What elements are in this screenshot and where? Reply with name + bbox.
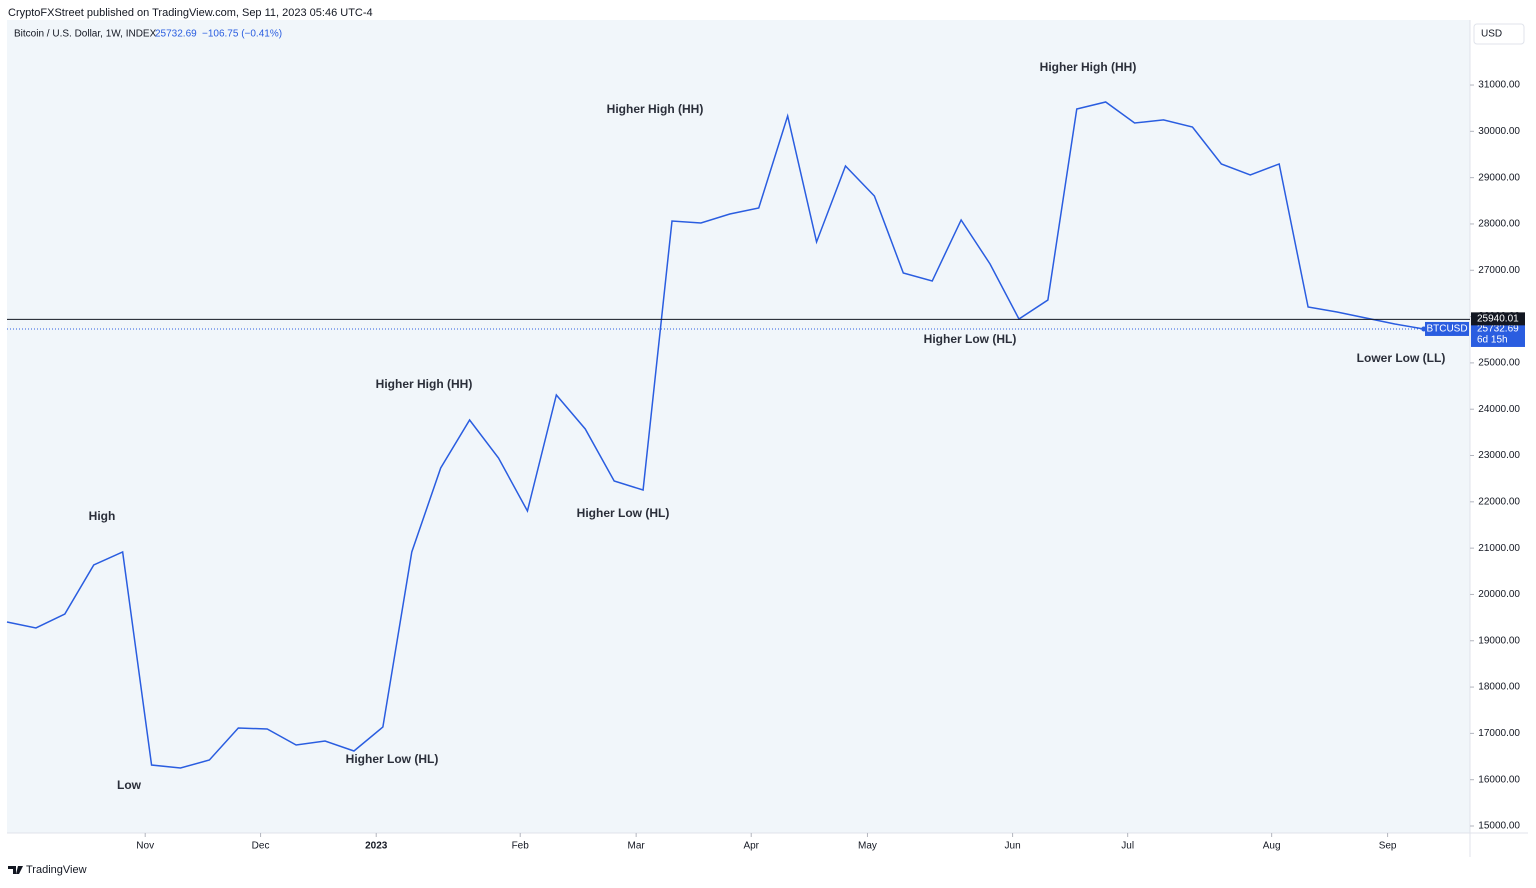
y-tick-label: 29000.00 xyxy=(1478,172,1520,183)
series-name: BTCUSD xyxy=(1426,324,1467,335)
level-label-box xyxy=(1471,312,1525,326)
y-tick-label: 19000.00 xyxy=(1478,635,1520,646)
x-tick-label: Jun xyxy=(1005,841,1021,852)
annotation: High xyxy=(89,509,116,523)
y-tick-label: 24000.00 xyxy=(1478,404,1520,415)
chart-title: Bitcoin / U.S. Dollar, 1W, INDEX xyxy=(14,29,157,40)
x-tick-label: Apr xyxy=(743,841,759,852)
y-tick-label: 21000.00 xyxy=(1478,543,1520,554)
price-label-box xyxy=(1471,321,1525,347)
x-tick-label: Nov xyxy=(136,841,154,852)
y-tick-label: 27000.00 xyxy=(1478,265,1520,276)
annotation: Higher Low (HL) xyxy=(346,752,439,766)
price-line xyxy=(6,101,1424,769)
y-tick-label: 31000.00 xyxy=(1478,80,1520,91)
annotation: Lower Low (LL) xyxy=(1357,351,1446,365)
x-tick-label: Dec xyxy=(252,841,270,852)
plot-background xyxy=(7,20,1470,833)
y-tick-label: 25000.00 xyxy=(1478,358,1520,369)
last-point xyxy=(1421,326,1427,332)
x-tick-label: Sep xyxy=(1379,841,1397,852)
last-price: 25732.69 xyxy=(155,29,197,40)
brand: TradingView xyxy=(26,864,87,876)
x-tick-label: Feb xyxy=(512,841,530,852)
currency-box[interactable] xyxy=(1473,23,1525,45)
y-tick-label: 16000.00 xyxy=(1478,774,1520,785)
logo-icon xyxy=(8,866,23,874)
annotation: Higher High (HH) xyxy=(1040,60,1137,74)
annotation: Higher High (HH) xyxy=(376,377,473,391)
x-tick-label: Aug xyxy=(1263,841,1281,852)
y-tick-label: 23000.00 xyxy=(1478,450,1520,461)
annotation: Higher High (HH) xyxy=(607,102,704,116)
change: −106.75 (−0.41%) xyxy=(202,29,282,40)
y-tick-label: 15000.00 xyxy=(1478,821,1520,832)
y-tick-label: 30000.00 xyxy=(1478,126,1520,137)
y-tick-label: 17000.00 xyxy=(1478,728,1520,739)
logo[interactable]: TradingView xyxy=(8,864,87,876)
y-tick-label: 22000.00 xyxy=(1478,496,1520,507)
currency: USD xyxy=(1481,29,1502,40)
countdown: 6d 15h xyxy=(1477,335,1508,346)
x-tick-label: May xyxy=(858,841,877,852)
publisher: CryptoFXStreet published on TradingView.… xyxy=(8,7,373,19)
series-name-box xyxy=(1425,321,1469,336)
x-tick-label: Mar xyxy=(628,841,646,852)
y-tick-label: 28000.00 xyxy=(1478,219,1520,230)
annotation: Low xyxy=(117,778,142,792)
y-tick-label: 18000.00 xyxy=(1478,682,1520,693)
y-tick-label: 20000.00 xyxy=(1478,589,1520,600)
annotation: Higher Low (HL) xyxy=(577,506,670,520)
x-tick-label: Jul xyxy=(1121,841,1134,852)
annotation: Higher Low (HL) xyxy=(924,332,1017,346)
x-tick-label: 2023 xyxy=(365,841,388,852)
level-label: 25940.01 xyxy=(1477,313,1519,324)
price-label: 25732.69 xyxy=(1477,324,1519,335)
